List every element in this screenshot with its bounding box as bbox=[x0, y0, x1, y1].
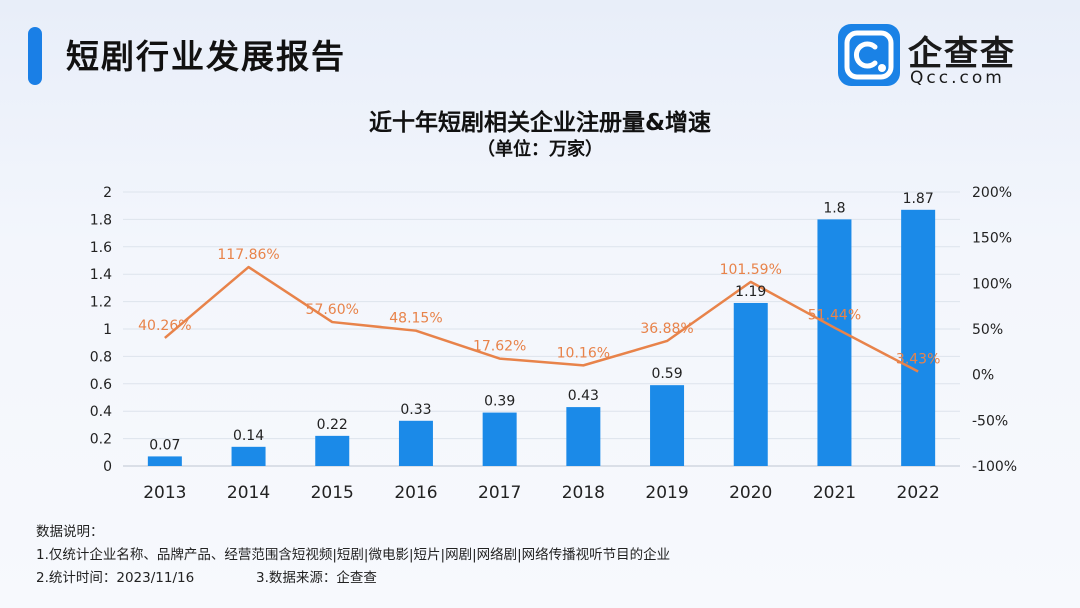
x-axis-tick-label: 2021 bbox=[813, 483, 856, 503]
bar-value-label: 0.39 bbox=[484, 394, 515, 410]
bar-2015 bbox=[315, 435, 350, 466]
right-axis-tick-label: 0% bbox=[972, 368, 994, 384]
bar-2014 bbox=[231, 446, 266, 466]
left-axis-tick-label: 1.8 bbox=[90, 212, 112, 228]
data-notes: 数据说明： 1.仅统计企业名称、品牌产品、经营范围含短视频|短剧|微电影|短片|… bbox=[36, 521, 670, 590]
growth-rate-label: 117.86% bbox=[217, 247, 279, 263]
bar-2022 bbox=[901, 209, 936, 466]
chart-title: 近十年短剧相关企业注册量&增速 bbox=[368, 110, 712, 136]
right-axis-tick-label: 150% bbox=[972, 231, 1012, 247]
left-axis-tick-label: 1.2 bbox=[90, 295, 112, 311]
x-axis-tick-label: 2022 bbox=[897, 483, 940, 503]
right-axis-tick-label: 100% bbox=[972, 276, 1012, 292]
growth-rate-label: 17.62% bbox=[473, 339, 526, 355]
bar-value-label: 1.19 bbox=[735, 284, 766, 300]
bar-2017 bbox=[482, 412, 517, 466]
left-axis-tick-label: 2 bbox=[103, 185, 112, 201]
bar-value-label: 0.22 bbox=[317, 417, 348, 433]
chart-subtitle: （单位：万家） bbox=[477, 139, 603, 160]
bar-2019 bbox=[650, 385, 685, 466]
x-axis-tick-label: 2018 bbox=[562, 483, 605, 503]
growth-rate-line bbox=[164, 265, 919, 373]
bar-2021 bbox=[817, 219, 852, 466]
right-axis-tick-label: 200% bbox=[972, 185, 1012, 201]
left-axis-tick-label: 0 bbox=[103, 459, 112, 475]
title-accent-bar bbox=[28, 27, 42, 85]
right-axis-tick-label: -100% bbox=[972, 459, 1017, 475]
left-axis-tick-label: 1.6 bbox=[90, 240, 112, 256]
left-axis-tick-label: 1.4 bbox=[90, 267, 112, 283]
left-axis-tick-label: 0.4 bbox=[90, 404, 112, 420]
x-axis-tick-label: 2015 bbox=[311, 483, 354, 503]
bar-value-label: 0.43 bbox=[568, 388, 599, 404]
bar-2013 bbox=[147, 456, 182, 466]
right-axis-tick-label: 50% bbox=[972, 322, 1003, 338]
x-axis-tick-label: 2016 bbox=[394, 483, 437, 503]
growth-rate-label: 57.60% bbox=[306, 302, 359, 318]
growth-rate-label: 10.16% bbox=[557, 345, 610, 361]
right-axis-tick-label: -50% bbox=[972, 413, 1008, 429]
bar-2016 bbox=[398, 420, 433, 466]
qcc-logo: 企查查 Qcc.com bbox=[838, 24, 1038, 88]
bar-2020 bbox=[733, 302, 768, 466]
notes-scope: 1.仅统计企业名称、品牌产品、经营范围含短视频|短剧|微电影|短片|网剧|网络剧… bbox=[36, 547, 671, 563]
bar-2018 bbox=[566, 407, 601, 466]
growth-rate-label: 3.43% bbox=[896, 352, 940, 368]
left-axis-tick-label: 0.2 bbox=[90, 432, 112, 448]
left-axis-tick-label: 1 bbox=[103, 322, 112, 338]
bar-value-label: 0.14 bbox=[233, 428, 264, 444]
bar-value-label: 0.07 bbox=[149, 437, 180, 453]
page-title: 短剧行业发展报告 bbox=[66, 37, 346, 76]
growth-rate-label: 36.88% bbox=[640, 321, 693, 337]
growth-rate-label: 101.59% bbox=[720, 262, 782, 278]
bar-value-label: 1.8 bbox=[823, 200, 845, 216]
x-axis-tick-label: 2019 bbox=[645, 483, 688, 503]
notes-heading: 数据说明： bbox=[36, 524, 104, 540]
bar-value-label: 1.87 bbox=[903, 191, 934, 207]
x-axis-tick-label: 2013 bbox=[143, 483, 186, 503]
qcc-logo-icon bbox=[838, 24, 900, 86]
logo-name-en: Qcc.com bbox=[910, 68, 1005, 88]
bar-value-label: 0.33 bbox=[400, 402, 431, 418]
growth-rate-label: 40.26% bbox=[138, 318, 191, 334]
growth-rate-label: 51.44% bbox=[808, 308, 861, 324]
x-axis-tick-label: 2017 bbox=[478, 483, 521, 503]
logo-name-cn: 企查查 bbox=[908, 34, 1016, 74]
left-axis-tick-label: 0.6 bbox=[90, 377, 112, 393]
x-axis-tick-label: 2020 bbox=[729, 483, 772, 503]
x-axis-tick-label: 2014 bbox=[227, 483, 270, 503]
bar-value-label: 0.59 bbox=[651, 366, 682, 382]
notes-source: 3.数据来源：企查查 bbox=[256, 570, 377, 586]
notes-date: 2.统计时间：2023/11/16 bbox=[36, 570, 195, 586]
growth-rate-label: 48.15% bbox=[389, 311, 442, 327]
left-axis-tick-label: 0.8 bbox=[90, 349, 112, 365]
